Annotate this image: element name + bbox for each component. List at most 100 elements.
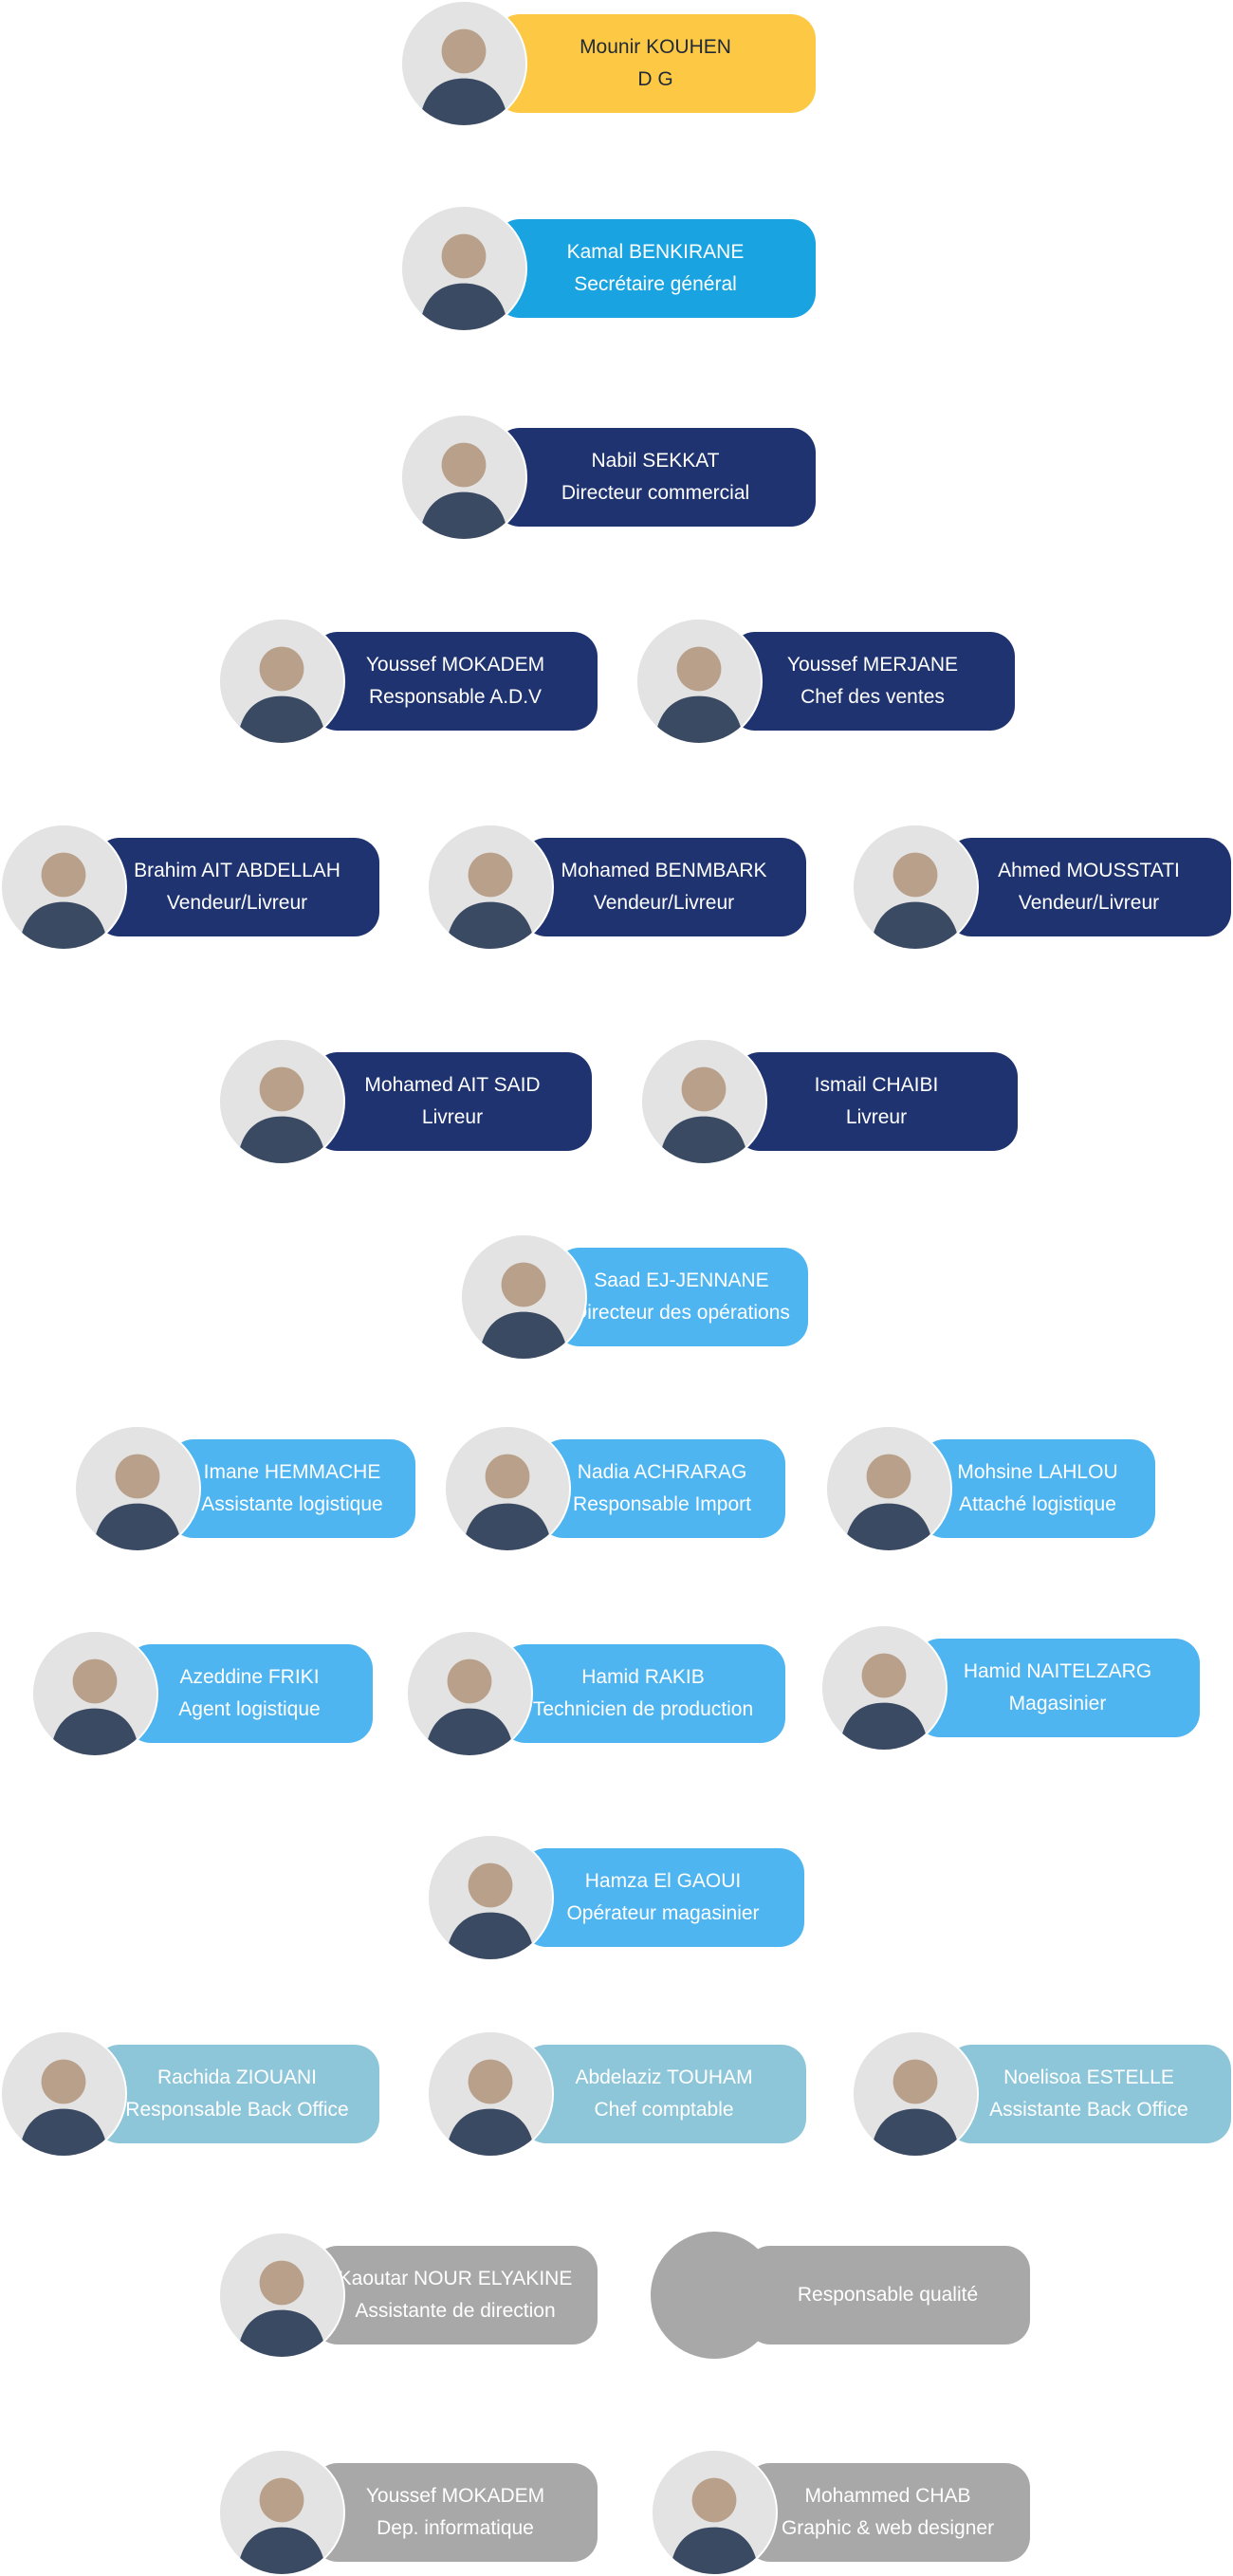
person-silhouette-icon — [33, 1632, 156, 1755]
person-title: Chef comptable — [594, 2099, 734, 2121]
org-card-dg: Mounir KOUHEN D G — [400, 0, 816, 127]
person-silhouette-icon — [854, 825, 977, 949]
org-card-it-department: Youssef MOKADEM Dep. informatique — [218, 2449, 598, 2576]
person-avatar-icon — [852, 824, 979, 951]
org-card-seller-3: Ahmed MOUSSTATI Vendeur/Livreur — [852, 824, 1231, 951]
person-silhouette-icon — [653, 2451, 776, 2574]
person-name: Youssef MERJANE — [786, 654, 959, 676]
person-name: Ismail CHAIBI — [814, 1074, 939, 1096]
person-silhouette-icon — [827, 1427, 950, 1550]
person-avatar-icon — [0, 2030, 127, 2158]
person-title: D G — [637, 68, 673, 90]
person-avatar-icon — [427, 1834, 554, 1961]
person-title: Attaché logistique — [959, 1493, 1116, 1515]
person-silhouette-icon — [637, 620, 761, 743]
org-card-secretary-general: Kamal BENKIRANE Secrétaire général — [400, 205, 816, 332]
person-name: Mohsine LAHLOU — [957, 1461, 1118, 1483]
person-title: Secrétaire général — [574, 273, 737, 295]
person-avatar-icon — [0, 824, 127, 951]
person-avatar-icon — [74, 1425, 201, 1552]
org-card-chief-accountant: Abdelaziz TOUHAM Chef comptable — [427, 2030, 806, 2158]
person-avatar-icon — [852, 2030, 979, 2158]
person-silhouette-icon — [429, 2032, 552, 2156]
person-name: Imane HEMMACHE — [203, 1461, 381, 1483]
person-avatar-icon — [460, 1233, 587, 1361]
person-avatar-icon — [218, 2232, 345, 2359]
person-title: Responsable Back Office — [125, 2099, 349, 2121]
person-title: Chef des ventes — [801, 686, 945, 708]
org-card-management-assistant: Kaoutar NOUR ELYAKINE Assistante de dire… — [218, 2232, 598, 2359]
person-title: Directeur commercial — [561, 482, 750, 504]
person-title: Livreur — [845, 1106, 908, 1128]
org-card-logistics-attache: Mohsine LAHLOU Attaché logistique — [825, 1425, 1155, 1552]
person-title: Magasinier — [1008, 1693, 1107, 1714]
person-title: Responsable qualité — [797, 2284, 979, 2306]
person-title: Responsable Import — [573, 1493, 751, 1515]
person-avatar-icon — [400, 414, 527, 541]
person-name: Rachida ZIOUANI — [156, 2066, 318, 2088]
person-silhouette-icon — [220, 620, 343, 743]
person-silhouette-icon — [854, 2032, 977, 2156]
person-name: Youssef MOKADEM — [365, 654, 545, 676]
person-name: Mounir KOUHEN — [580, 36, 731, 58]
person-avatar-icon — [635, 618, 763, 745]
org-card-logistics-assistant: Imane HEMMACHE Assistante logistique — [74, 1425, 415, 1552]
person-avatar-icon — [825, 1425, 952, 1552]
person-silhouette-icon — [2, 825, 125, 949]
person-name: Hamza El GAOUI — [584, 1870, 742, 1892]
person-avatar-icon — [218, 2449, 345, 2576]
person-title: Technicien de production — [532, 1698, 754, 1720]
person-silhouette-icon — [402, 207, 525, 330]
person-name: Azeddine FRIKI — [179, 1666, 320, 1688]
person-avatar-icon — [640, 1038, 767, 1165]
person-title: Responsable A.D.V — [368, 686, 543, 708]
org-card-commercial-director: Nabil SEKKAT Directeur commercial — [400, 414, 816, 541]
person-name: Nadia ACHRARAG — [577, 1461, 747, 1483]
person-silhouette-icon — [220, 2451, 343, 2574]
org-card-import-manager: Nadia ACHRARAG Responsable Import — [444, 1425, 785, 1552]
org-card-logistics-agent: Azeddine FRIKI Agent logistique — [31, 1630, 373, 1757]
person-title: Vendeur/Livreur — [593, 892, 735, 914]
person-silhouette-icon — [462, 1235, 585, 1359]
person-name: Noelisoa ESTELLE — [1003, 2066, 1174, 2088]
person-silhouette-icon — [220, 2233, 343, 2357]
person-title: Dep. informatique — [377, 2517, 534, 2539]
org-card-warehouse-operator: Hamza El GAOUI Opérateur magasinier — [427, 1834, 804, 1961]
person-name: Youssef MOKADEM — [365, 2485, 545, 2507]
org-card-designer: Mohammed CHAB Graphic & web designer — [651, 2449, 1030, 2576]
person-avatar-icon — [400, 0, 527, 127]
person-title: Vendeur/Livreur — [1018, 892, 1160, 914]
org-card-operations-director: Saad EJ-JENNANE Directeur des opérations — [460, 1233, 808, 1361]
person-silhouette-icon — [220, 1040, 343, 1163]
org-card-seller-1: Brahim AIT ABDELLAH Vendeur/Livreur — [0, 824, 379, 951]
person-avatar-icon — [427, 2030, 554, 2158]
org-card-back-office-assistant: Noelisoa ESTELLE Assistante Back Office — [852, 2030, 1231, 2158]
org-card-deliverer-1: Mohamed AIT SAID Livreur — [218, 1038, 592, 1165]
org-card-production-technician: Hamid RAKIB Technicien de production — [406, 1630, 785, 1757]
org-card-storekeeper: Hamid NAITELZARG Magasinier — [820, 1624, 1200, 1751]
person-silhouette-icon — [642, 1040, 765, 1163]
org-card-seller-2: Mohamed BENMBARK Vendeur/Livreur — [427, 824, 806, 951]
org-card-adv-manager: Youssef MOKADEM Responsable A.D.V — [218, 618, 598, 745]
person-title: Livreur — [421, 1106, 484, 1128]
org-card-back-office-manager: Rachida ZIOUANI Responsable Back Office — [0, 2030, 379, 2158]
person-name: Ahmed MOUSSTATI — [998, 860, 1180, 881]
person-silhouette-icon — [402, 416, 525, 539]
person-name: Hamid RAKIB — [581, 1666, 705, 1688]
person-silhouette-icon — [76, 1427, 199, 1550]
person-name: Mohamed BENMBARK — [561, 860, 767, 881]
person-title: Vendeur/Livreur — [166, 892, 308, 914]
person-name: Mohamed AIT SAID — [364, 1074, 541, 1096]
person-avatar-icon — [218, 618, 345, 745]
person-title: Opérateur magasinier — [566, 1902, 760, 1924]
person-name: Kaoutar NOUR ELYAKINE — [338, 2268, 573, 2289]
person-name: Abdelaziz TOUHAM — [575, 2066, 753, 2088]
person-title: Assistante logistique — [201, 1493, 383, 1515]
person-name: Mohammed CHAB — [804, 2485, 971, 2507]
person-silhouette-icon — [429, 825, 552, 949]
org-card-sales-manager: Youssef MERJANE Chef des ventes — [635, 618, 1015, 745]
person-silhouette-icon — [408, 1632, 531, 1755]
person-silhouette-icon — [402, 2, 525, 125]
empty-avatar-placeholder — [651, 2232, 778, 2359]
person-name: Saad EJ-JENNANE — [594, 1269, 769, 1291]
